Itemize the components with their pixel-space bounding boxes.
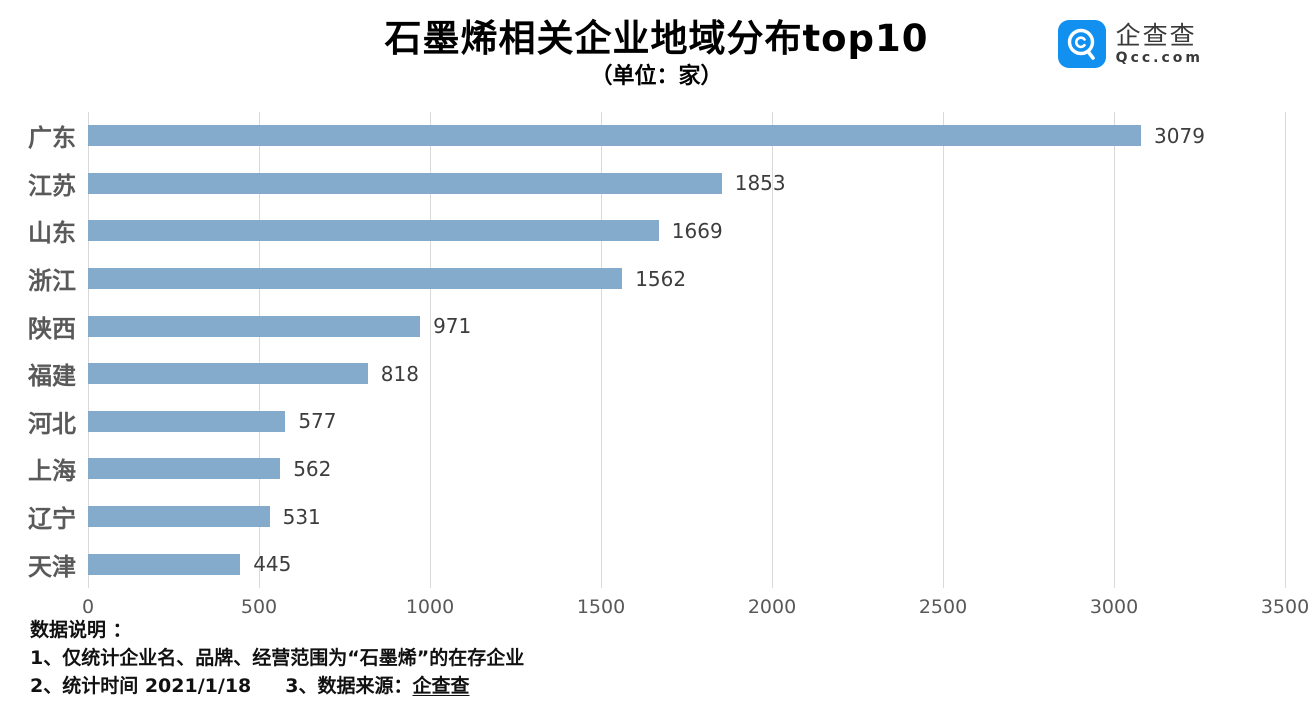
page-header: 石墨烯相关企业地域分布top10 （单位：家） 企查查 Qcc.com — [0, 0, 1313, 92]
bar — [88, 363, 368, 385]
bar-row: 广东 3079 — [28, 112, 1285, 160]
footer-note-2-3: 2、统计时间 2021/1/18 3、数据来源：企查查 — [30, 672, 524, 700]
bar-value-label: 3079 — [1154, 123, 1205, 148]
x-tick-label: 500 — [240, 596, 278, 618]
bar-row: 江苏 1853 — [28, 160, 1285, 208]
category-label: 江苏 — [28, 171, 76, 200]
page-title: 石墨烯相关企业地域分布top10 — [384, 17, 929, 60]
gridline — [943, 112, 944, 588]
brand-name: 企查查 — [1115, 21, 1197, 50]
footer-note-2: 2、统计时间 2021/1/18 — [30, 675, 252, 697]
brand-logo: 企查查 Qcc.com — [1057, 20, 1203, 68]
chart-rows: 广东 3079 江苏 1853 山东 1669 浙江 1562 陕西 971 福建 818 河北 577 上… — [28, 112, 1285, 588]
bar-row: 浙江 1562 — [28, 255, 1285, 303]
category-label: 上海 — [28, 457, 76, 486]
bar — [88, 506, 270, 528]
bar-row: 福建 818 — [28, 350, 1285, 398]
bar-row: 天津 445 — [28, 540, 1285, 588]
footer-heading: 数据说明 ： — [30, 619, 132, 641]
bar — [88, 172, 722, 194]
bar-row: 陕西 971 — [28, 302, 1285, 350]
gridline — [772, 112, 773, 588]
x-tick-label: 1500 — [576, 596, 626, 618]
gridline — [259, 112, 260, 588]
x-tick-label: 2000 — [747, 596, 797, 618]
bar — [88, 410, 286, 432]
category-label: 山东 — [28, 219, 76, 248]
bar — [88, 268, 623, 290]
category-label: 天津 — [28, 552, 76, 581]
bar-value-label: 971 — [433, 314, 472, 339]
gridline — [1114, 112, 1115, 588]
footer-note-3-prefix: 3、数据来源： — [285, 675, 413, 697]
bar-row: 上海 562 — [28, 445, 1285, 493]
bar — [88, 458, 281, 480]
bar-row: 辽宁 531 — [28, 493, 1285, 541]
category-label: 福建 — [28, 362, 76, 391]
x-tick-label: 3500 — [1260, 596, 1310, 618]
x-tick-label: 2500 — [918, 596, 968, 618]
category-label: 辽宁 — [28, 505, 76, 534]
gridline — [601, 112, 602, 588]
category-label: 浙江 — [28, 267, 76, 296]
brand-text: 企查查 Qcc.com — [1115, 21, 1203, 67]
bar-value-label: 1669 — [671, 218, 723, 243]
gridline — [1285, 112, 1286, 588]
bar-value-label: 445 — [253, 552, 292, 577]
brand-domain: Qcc.com — [1115, 50, 1203, 66]
chart-unit-subtitle: （单位：家） — [590, 64, 723, 89]
footer-note-1: 1、仅统计企业名、品牌、经营范围为“石墨烯”的在存企业 — [30, 647, 525, 669]
bar-row: 山东 1669 — [28, 207, 1285, 255]
bar — [88, 220, 659, 242]
bar-value-label: 818 — [380, 361, 419, 386]
footer-source-link: 企查查 — [412, 675, 470, 697]
gridline — [88, 112, 89, 588]
gridline — [430, 112, 431, 588]
category-label: 河北 — [28, 409, 76, 438]
bar-row: 河北 577 — [28, 398, 1285, 446]
x-tick-label: 3000 — [1089, 596, 1139, 618]
footer-notes: 数据说明 ： 1、仅统计企业名、品牌、经营范围为“石墨烯”的在存企业 2、统计时… — [30, 616, 524, 700]
category-label: 广东 — [28, 124, 76, 153]
bar-chart: 广东 3079 江苏 1853 山东 1669 浙江 1562 陕西 971 福建 818 河北 577 上… — [28, 112, 1309, 618]
x-tick-label: 1000 — [405, 596, 455, 618]
bar — [88, 315, 421, 337]
bar — [88, 553, 241, 575]
bar-value-label: 577 — [298, 409, 337, 434]
bar — [88, 125, 1142, 147]
bar-value-label: 1853 — [734, 171, 786, 196]
bar-value-label: 1562 — [635, 266, 687, 291]
bar-value-label: 562 — [293, 456, 332, 481]
category-label: 陕西 — [28, 314, 76, 343]
bar-value-label: 531 — [282, 504, 321, 529]
qcc-magnifier-logo-icon — [1057, 20, 1106, 68]
x-tick-label: 0 — [81, 596, 95, 618]
